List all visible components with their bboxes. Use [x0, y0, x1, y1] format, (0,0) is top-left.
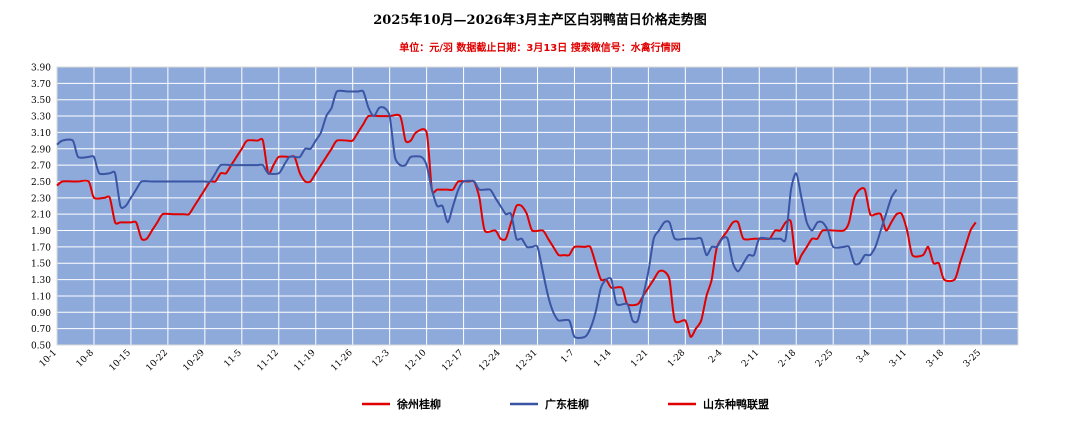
legend-label-1: 广东桂柳: [545, 397, 589, 411]
legend-label-2: 山东种鸭联盟: [703, 397, 769, 411]
x-tick-label: 1-21: [629, 348, 650, 369]
x-tick-label: 10-8: [75, 348, 97, 370]
y-tick-label: 2.10: [31, 211, 51, 221]
chart-title: 2025年10月—2026年3月主产区白羽鸭苗日价格走势图: [373, 13, 707, 28]
y-tick-label: 3.90: [31, 64, 51, 74]
y-tick-label: 1.50: [31, 260, 51, 270]
x-tick-label: 2-18: [777, 348, 799, 370]
y-tick-label: 3.10: [31, 129, 51, 139]
x-tick-label: 10-15: [108, 348, 134, 374]
x-tick-label: 2-11: [740, 348, 761, 369]
x-tick-label: 12-3: [370, 348, 392, 370]
x-tick-label: 3-11: [888, 348, 909, 369]
y-tick-label: 1.10: [31, 292, 51, 302]
y-tick-label: 3.70: [31, 80, 51, 90]
y-tick-label: 2.30: [31, 194, 51, 204]
series-line-0: [56, 113, 977, 338]
x-tick-label: 11-12: [255, 348, 280, 373]
x-tick-label: 12-10: [403, 348, 429, 374]
y-tick-label: 2.90: [31, 145, 51, 155]
x-tick-label: 11-19: [292, 348, 318, 374]
legend-label-0: 徐州桂柳: [396, 397, 441, 411]
y-tick-label: 3.50: [31, 96, 51, 106]
x-tick-label: 3-4: [855, 348, 873, 366]
y-tick-label: 1.90: [31, 227, 51, 237]
x-tick-label: 11-5: [223, 348, 245, 370]
x-tick-label: 1-7: [559, 348, 577, 366]
x-tick-label: 10-22: [145, 348, 170, 373]
y-tick-label: 0.90: [31, 309, 51, 319]
x-tick-label: 12-24: [477, 348, 503, 374]
plot-border: [56, 66, 1019, 346]
x-tick-label: 12-31: [514, 348, 539, 373]
chart-subtitle: 单位：元/羽 数据截止日期：3月13日 搜索微信号：水禽行情网: [399, 43, 681, 54]
x-tick-label: 3-25: [962, 348, 984, 370]
x-tick-label: 2-25: [814, 348, 836, 370]
x-tick-label: 3-18: [925, 348, 947, 370]
x-tick-label: 10-29: [182, 348, 208, 374]
x-tick-label: 12-17: [440, 348, 466, 374]
x-tick-label: 11-26: [329, 348, 355, 374]
x-tick-label: 2-4: [707, 348, 725, 366]
series-line-1: [56, 89, 898, 339]
y-tick-label: 2.70: [31, 162, 51, 172]
y-tick-label: 0.70: [31, 325, 51, 335]
y-tick-label: 2.50: [31, 178, 51, 188]
y-tick-label: 1.30: [31, 276, 51, 286]
x-tick-label: 1-14: [592, 348, 614, 370]
x-tick-label: 1-28: [666, 348, 688, 370]
y-tick-label: 3.30: [31, 113, 51, 123]
y-tick-label: 1.70: [31, 243, 51, 253]
y-tick-label: 0.50: [31, 342, 51, 352]
